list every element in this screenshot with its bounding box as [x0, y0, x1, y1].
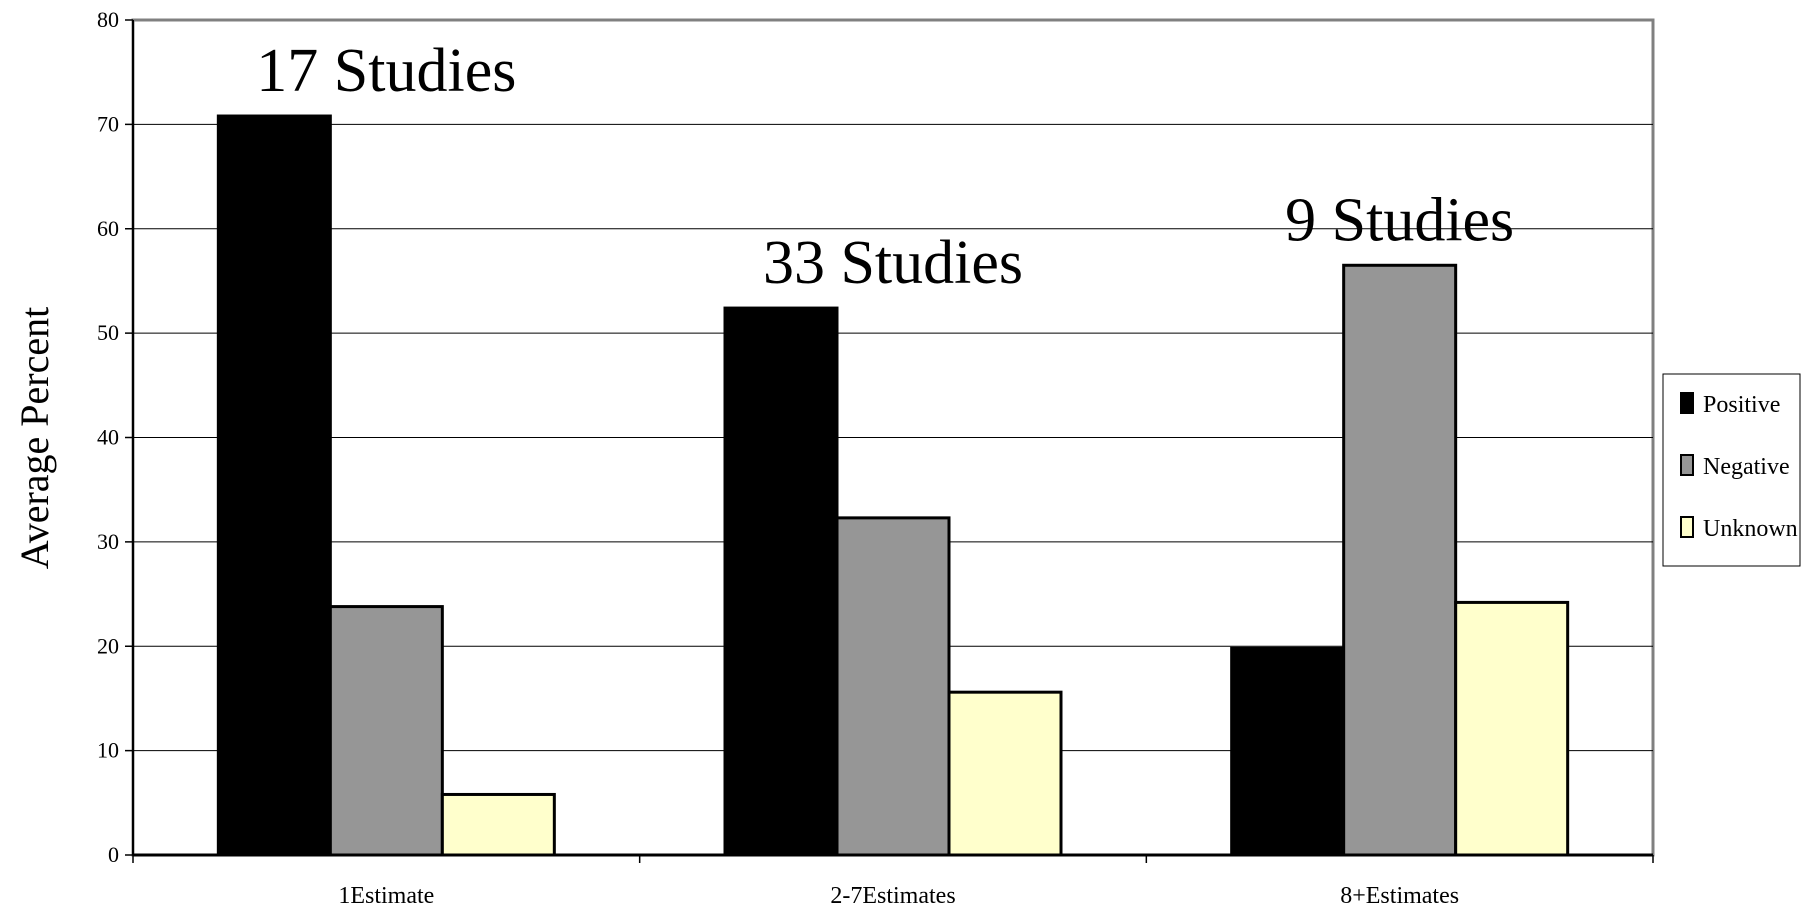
y-tick-label: 20	[97, 633, 119, 658]
bar-negative-3	[1342, 263, 1458, 857]
x-category-label: 8+Estimates	[1340, 883, 1459, 909]
x-category-label: 1Estimate	[338, 883, 434, 909]
legend-swatch-unknown	[1680, 516, 1694, 538]
y-tick-label: 0	[108, 842, 119, 867]
bar-positive-1	[216, 114, 332, 857]
studies-annotation: 9 Studies	[1285, 186, 1514, 254]
y-tick-label: 80	[97, 7, 119, 32]
y-tick-label: 10	[97, 738, 119, 763]
studies-annotation: 33 Studies	[763, 229, 1023, 297]
bar-positive-3	[1230, 646, 1346, 857]
legend-swatch-positive	[1680, 392, 1694, 414]
legend-label: Positive	[1703, 392, 1780, 418]
legend-label: Negative	[1703, 454, 1790, 480]
studies-annotation: 17 Studies	[256, 37, 516, 105]
legend-swatch-negative	[1680, 454, 1694, 476]
bar-positive-2	[723, 306, 839, 857]
bar-unknown-1	[440, 792, 556, 857]
bar-unknown-3	[1454, 600, 1570, 857]
y-axis-title: Average Percent	[12, 307, 57, 569]
bar-negative-2	[835, 516, 951, 857]
legend-label: Unknown	[1703, 516, 1798, 542]
y-tick-label: 40	[97, 425, 119, 450]
y-tick-label: 30	[97, 529, 119, 554]
y-tick-label: 50	[97, 320, 119, 345]
bar-unknown-2	[947, 690, 1063, 857]
bar-negative-1	[328, 605, 444, 857]
x-category-label: 2-7Estimates	[830, 883, 955, 909]
y-tick-label: 60	[97, 216, 119, 241]
y-tick-label: 70	[97, 111, 119, 136]
